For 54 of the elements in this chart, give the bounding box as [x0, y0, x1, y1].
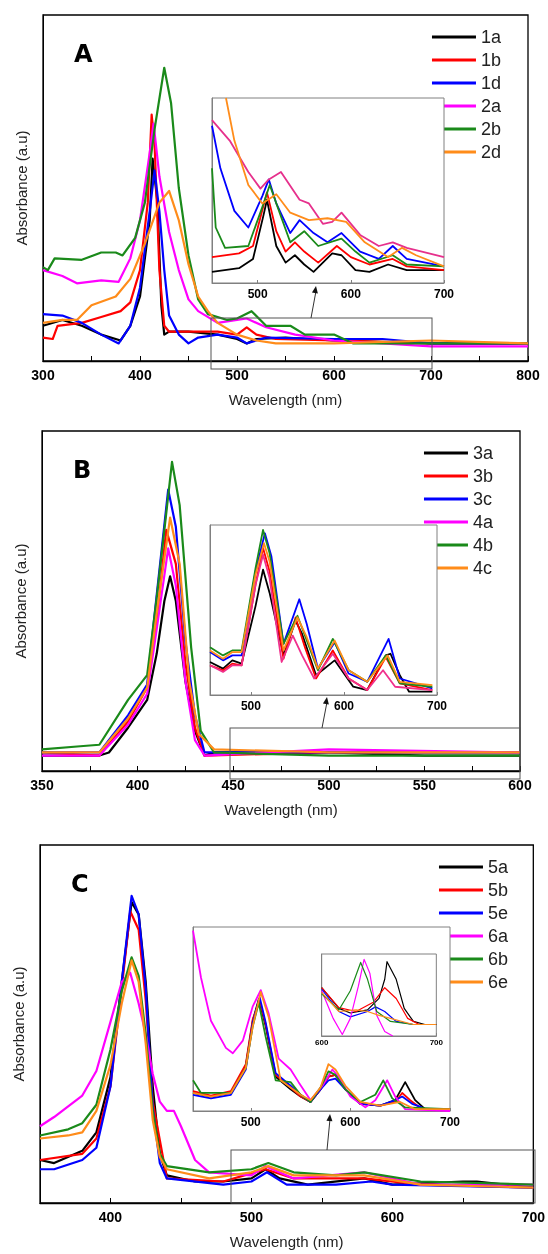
x-tick-label: 550 [412, 777, 437, 793]
x-tick-label: 800 [516, 367, 540, 383]
x-axis-title: Wavelength (nm) [224, 801, 338, 818]
x-tick-label: 700 [439, 1115, 461, 1129]
x-tick-label: 600 [380, 1209, 405, 1225]
x-tick-label: 350 [30, 777, 54, 793]
x-tick-label: 500 [317, 777, 341, 793]
x-tick-label: 500 [225, 367, 249, 383]
legend-label: 6e [487, 972, 509, 992]
x-tick-label: 400 [128, 367, 152, 383]
chart-title: B [73, 456, 92, 484]
y-axis-title: Absorbance (a.u) [10, 966, 27, 1082]
y-axis-title: Absorbance (a.u) [13, 130, 30, 246]
legend-label: 3a [472, 443, 494, 463]
x-axis-title: Wavelength (nm) [229, 1233, 344, 1250]
x-tick-label: 300 [31, 367, 55, 383]
legend-label: 2d [480, 142, 502, 162]
chart-title: C [71, 870, 89, 898]
legend-label: 6b [487, 949, 509, 969]
x-tick-label: 600 [314, 1037, 329, 1047]
legend-label: 1b [480, 50, 502, 70]
x-tick-label: 600 [508, 777, 532, 793]
legend-label: 1d [480, 73, 502, 93]
legend-label: 3c [472, 489, 492, 509]
x-tick-label: 600 [322, 367, 346, 383]
legend-label: 3b [472, 466, 494, 486]
x-tick-label: 400 [125, 777, 150, 793]
x-tick-label: 700 [521, 1209, 546, 1225]
legend-label: 5e [487, 903, 509, 923]
x-axis-title: Wavelength (nm) [228, 391, 343, 408]
legend-label: 4b [472, 535, 494, 555]
chart-title: A [74, 40, 93, 68]
y-axis-title: Absorbance (a.u) [12, 543, 29, 659]
x-tick-label: 600 [333, 699, 355, 713]
legend-label: 2a [480, 96, 502, 116]
legend-label: 5a [487, 857, 509, 877]
legend-label: 1a [480, 27, 502, 47]
x-tick-label: 700 [426, 699, 448, 713]
x-tick-label: 500 [239, 1209, 264, 1225]
x-tick-label: 450 [221, 777, 246, 793]
x-tick-label: 600 [340, 287, 362, 301]
x-tick-label: 400 [98, 1209, 123, 1225]
legend-label: 4a [472, 512, 494, 532]
x-tick-label: 500 [240, 1115, 262, 1129]
x-tick-label: 700 [433, 287, 455, 301]
legend-label: 2b [480, 119, 502, 139]
legend-label: 4c [472, 558, 492, 578]
x-tick-label: 500 [247, 287, 268, 301]
x-tick-label: 700 [419, 367, 443, 383]
x-tick-label: 700 [429, 1037, 444, 1047]
x-tick-label: 500 [240, 699, 262, 713]
legend-label: 6a [487, 926, 509, 946]
legend-label: 5b [487, 880, 509, 900]
x-tick-label: 600 [340, 1115, 361, 1129]
